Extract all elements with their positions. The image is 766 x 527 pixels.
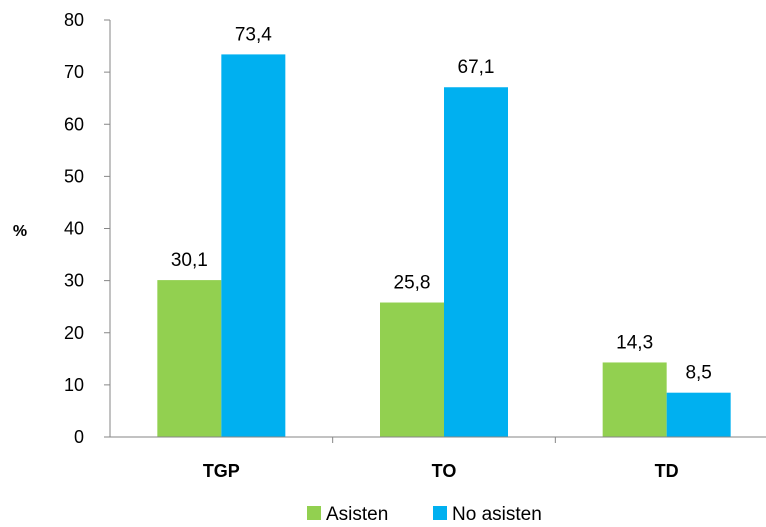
y-axis: 0 10 20 30 40 50 60 70 80 xyxy=(64,10,111,447)
data-label: 25,8 xyxy=(394,273,431,294)
bar-asisten-td xyxy=(602,362,667,437)
bar-no-asisten-to xyxy=(444,87,508,438)
y-tick-label: 80 xyxy=(64,10,84,30)
category-label: TO xyxy=(432,461,457,481)
y-tick-label: 30 xyxy=(64,271,84,291)
bar-no-asisten-td xyxy=(666,392,731,437)
y-tick-label: 0 xyxy=(74,427,84,447)
y-tick-label: 40 xyxy=(64,219,84,239)
y-tick-label: 60 xyxy=(64,114,84,134)
bar-no-asisten-tgp xyxy=(221,54,286,438)
y-axis-label: % xyxy=(13,223,27,240)
legend-label: Asisten xyxy=(326,504,388,525)
data-label: 67,1 xyxy=(458,57,495,78)
category-label: TGP xyxy=(203,461,240,481)
y-tick-label: 50 xyxy=(64,166,84,186)
legend: Asisten No asisten xyxy=(307,504,542,525)
data-label: 30,1 xyxy=(171,250,208,271)
bar-asisten-tgp xyxy=(157,280,222,437)
x-ticks xyxy=(332,437,556,443)
y-ticks: 0 10 20 30 40 50 60 70 80 xyxy=(64,10,110,447)
data-labels: 30,1 73,4 25,8 67,1 14,3 8,5 xyxy=(171,24,712,383)
bars xyxy=(157,54,731,438)
data-label: 73,4 xyxy=(235,24,272,45)
x-axis: TGP TO TD xyxy=(110,436,766,481)
legend-swatch xyxy=(433,506,447,520)
category-label: TD xyxy=(655,461,679,481)
data-label: 14,3 xyxy=(616,332,653,353)
y-tick-label: 70 xyxy=(64,62,84,82)
category-labels: TGP TO TD xyxy=(203,461,679,481)
y-tick-label: 20 xyxy=(64,323,84,343)
bar-asisten-to xyxy=(380,302,444,437)
legend-label: No asisten xyxy=(452,504,542,525)
legend-swatch xyxy=(307,506,321,520)
data-label: 8,5 xyxy=(685,363,711,384)
y-tick-label: 10 xyxy=(64,375,84,395)
